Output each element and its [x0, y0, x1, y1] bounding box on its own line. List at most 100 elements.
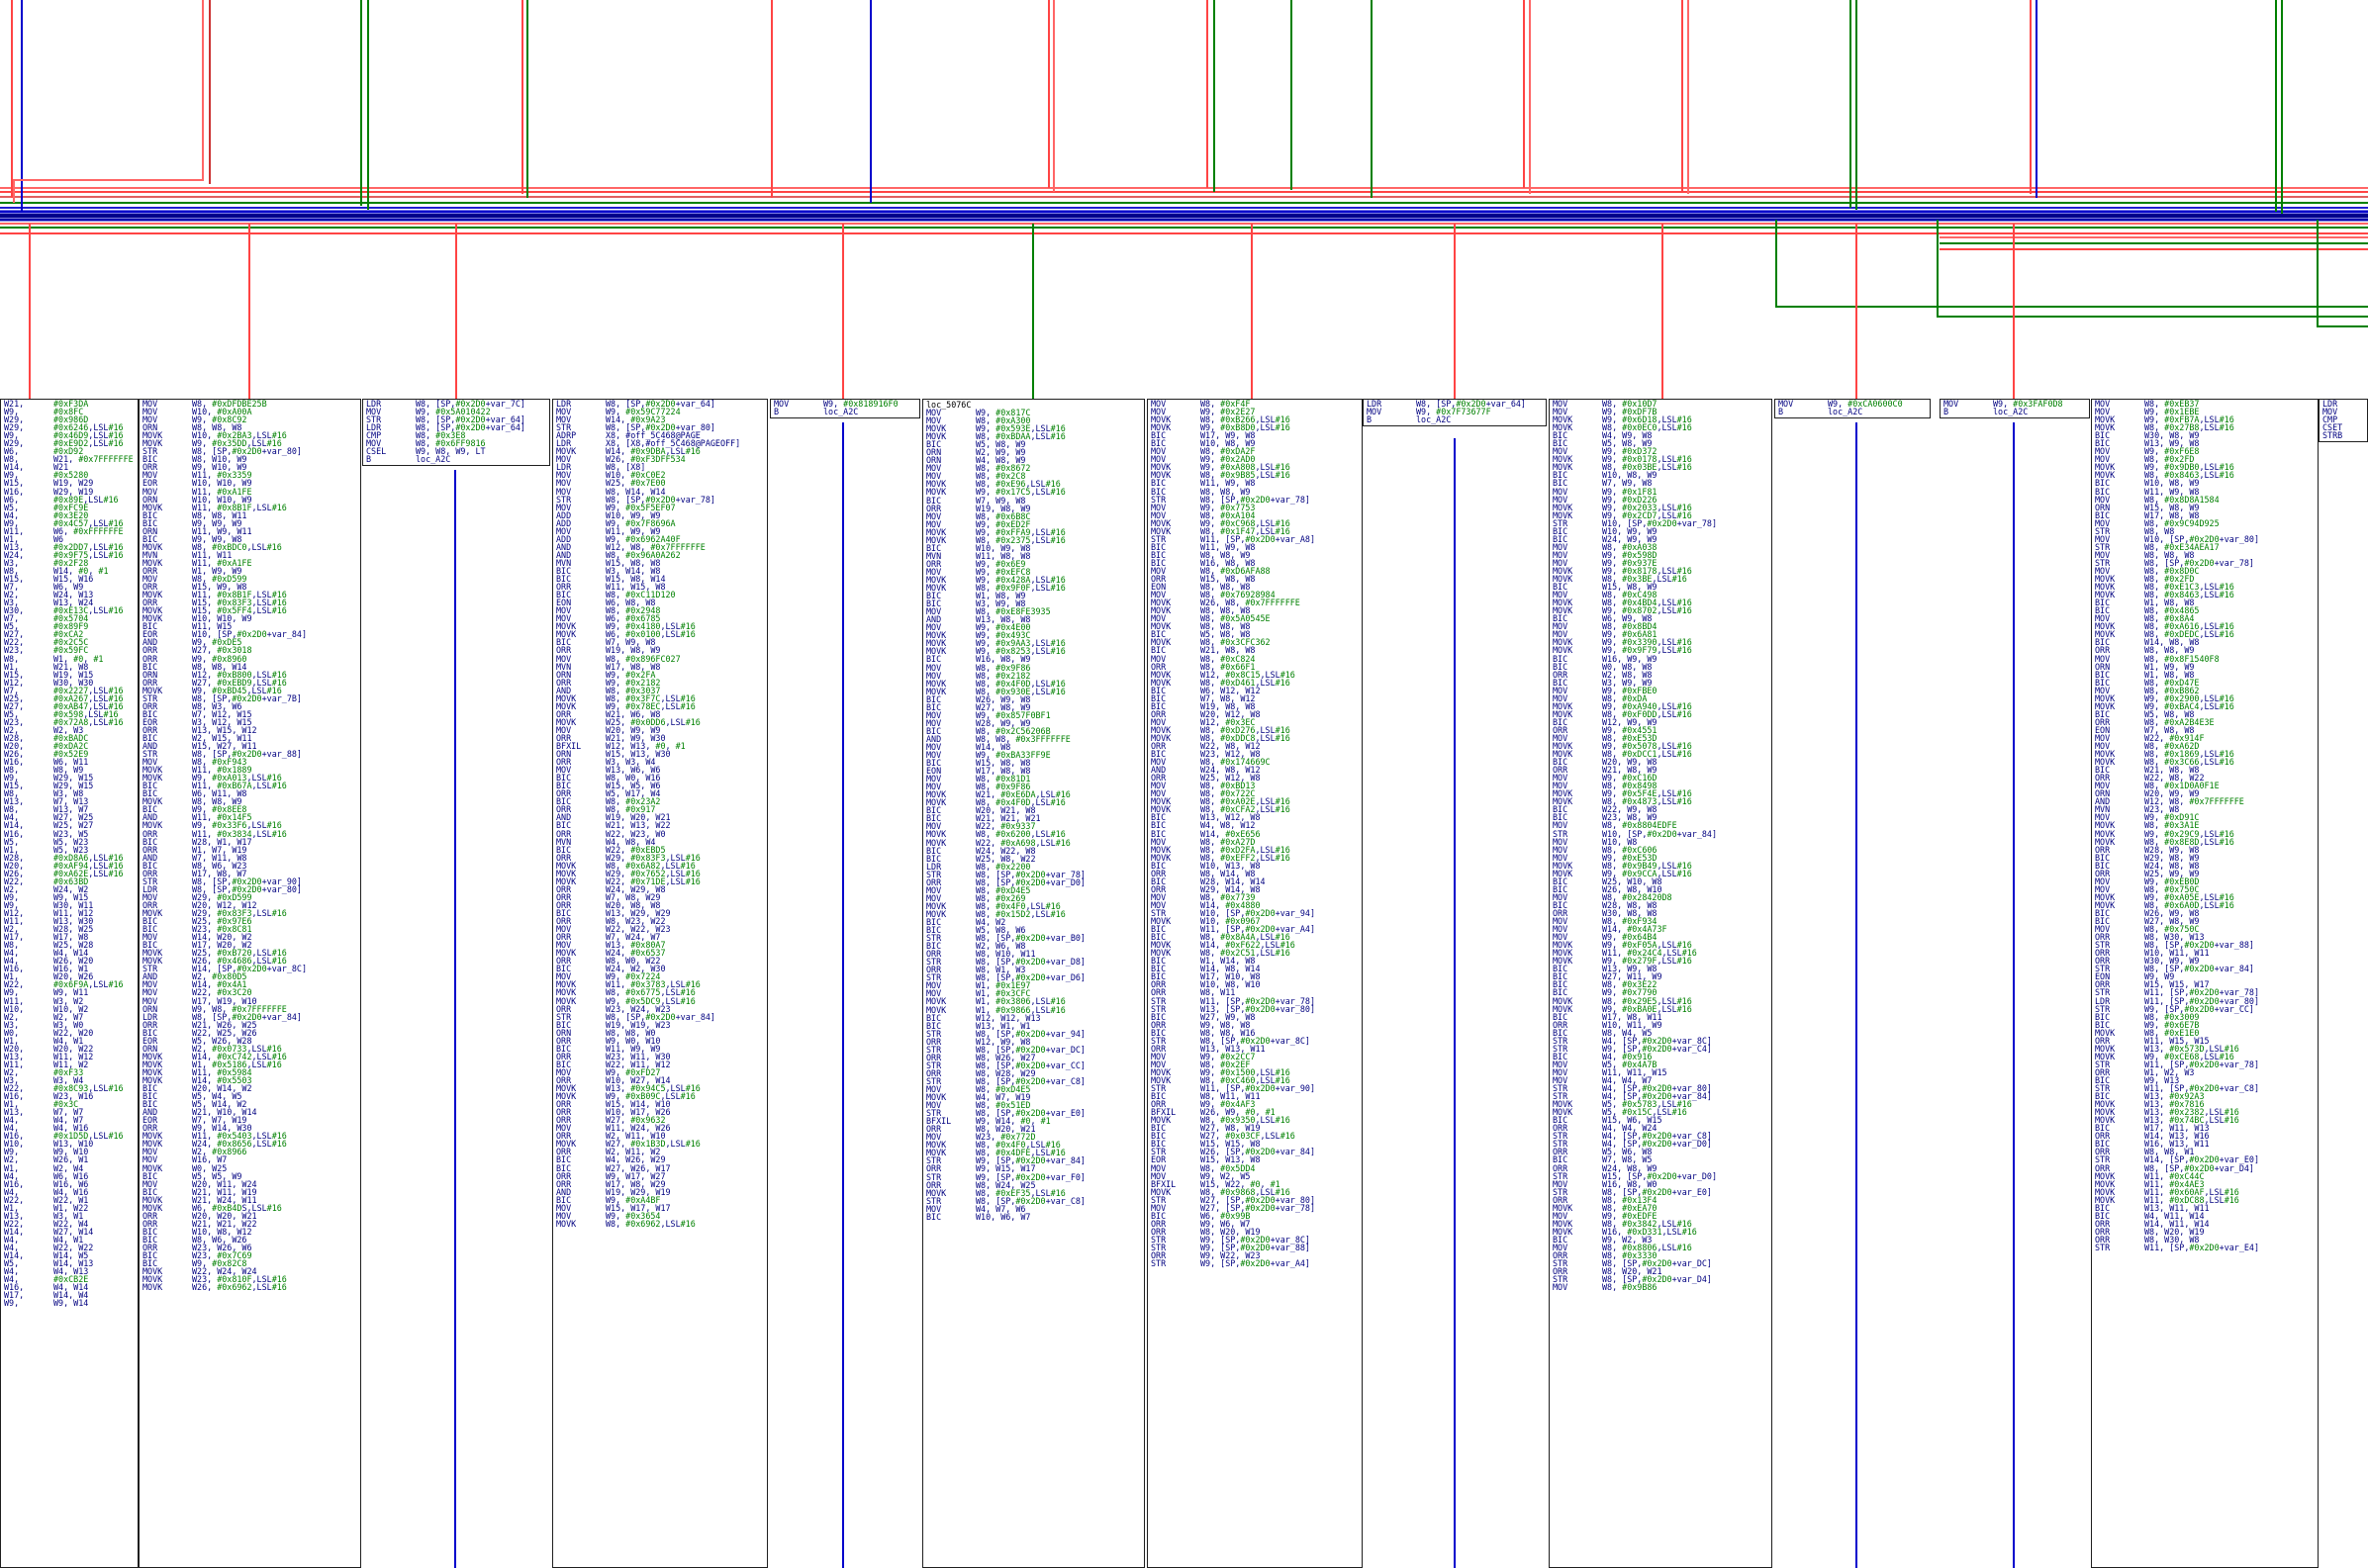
instruction-line[interactable]: ORR W8, [SP,#0x2D0+var_D0]: [923, 878, 1144, 886]
instruction-line[interactable]: MOVK W9, #0x17C5,LSL#16: [923, 488, 1144, 496]
mnemonic[interactable]: MOVK: [1151, 1074, 1172, 1085]
mnemonic[interactable]: W13,: [4, 1051, 25, 1061]
instruction-line[interactable]: ORR W21, W8, W9: [1550, 766, 1771, 774]
mnemonic[interactable]: MOVK: [1553, 995, 1573, 1006]
instruction-line[interactable]: MOVK W9, #0xB09C,LSL#16: [553, 1092, 767, 1100]
operands[interactable]: W9, #0xEFC8: [976, 566, 1031, 577]
mnemonic[interactable]: STR: [1151, 1035, 1167, 1046]
instruction-line[interactable]: MOV W8, #0x6B8C: [923, 511, 1144, 519]
operands[interactable]: W13, #0x573D,LSL#16: [2144, 1043, 2239, 1054]
operands[interactable]: #0x1D5D,LSL#16: [53, 1131, 124, 1142]
instruction-line[interactable]: W1, W21, W8: [1, 662, 138, 670]
operands[interactable]: W10, W11, W11: [2144, 948, 2210, 959]
operands[interactable]: W3, W1: [53, 1210, 84, 1221]
operands[interactable]: W8, #0x3009: [2144, 1011, 2200, 1022]
operands[interactable]: W30, W30: [53, 677, 94, 688]
mnemonic[interactable]: BIC: [556, 590, 572, 600]
instruction-line[interactable]: MOV W8, W8, W8: [2092, 551, 2318, 559]
instruction-line[interactable]: MOVK W8, #0xD2FA,LSL#16: [1148, 845, 1362, 853]
instruction-line[interactable]: MOVK W24, #0x8656,LSL#16: [140, 1140, 360, 1148]
operands[interactable]: #0x59FC: [53, 645, 89, 656]
mnemonic[interactable]: AND: [926, 614, 942, 625]
mnemonic[interactable]: BIC: [1151, 1027, 1167, 1038]
operands[interactable]: W25, #0xB720,LSL#16: [192, 948, 287, 959]
mnemonic[interactable]: W8,: [4, 765, 20, 776]
instruction-line[interactable]: MOVK W9, #0xBAC4,LSL#16: [2092, 702, 2318, 710]
operands[interactable]: W1, #0x9866,LSL#16: [976, 1004, 1066, 1015]
operands[interactable]: W8, #0x2FD: [2144, 574, 2195, 585]
mnemonic[interactable]: MOV: [2095, 446, 2111, 457]
instruction-line[interactable]: BIC W5, W8, W9: [923, 440, 1144, 448]
operands[interactable]: W14, W13: [53, 1258, 94, 1269]
instruction-line[interactable]: MOV W8, #0x8D8A1584: [2092, 495, 2318, 503]
mnemonic[interactable]: MOVK: [1553, 860, 1573, 871]
operands[interactable]: W8, #0xEF35,LSL#16: [976, 1187, 1066, 1198]
instruction-line[interactable]: BIC W5, W8, W8: [1148, 630, 1362, 638]
instruction-line[interactable]: W16, W29, W19: [1, 487, 138, 495]
operands[interactable]: W9, #0x1500,LSL#16: [1200, 1066, 1290, 1077]
instruction-line[interactable]: BIC W23, #0x8C81: [140, 925, 360, 933]
mnemonic[interactable]: BIC: [1553, 613, 1568, 624]
mnemonic[interactable]: BIC: [142, 454, 158, 465]
operands[interactable]: W17, W19, W10: [192, 995, 257, 1006]
instruction-line[interactable]: STR W8, [SP,#0x2D0+var_B0]: [923, 934, 1144, 942]
mnemonic[interactable]: BIC: [556, 964, 572, 974]
operands[interactable]: W10, W8, W9: [1200, 438, 1256, 449]
operands[interactable]: W11, W9, W8: [1200, 478, 1256, 489]
mnemonic[interactable]: BIC: [142, 1250, 158, 1261]
mnemonic[interactable]: W29,: [4, 422, 25, 433]
operands[interactable]: W8, W8, W8: [1200, 582, 1251, 593]
operands[interactable]: W15, W8, W8: [976, 758, 1031, 769]
instruction-line[interactable]: MOVK W9, #0xFB7A,LSL#16: [2092, 415, 2318, 423]
instruction-line[interactable]: W15, W19, W15: [1, 670, 138, 678]
operands[interactable]: W8, [SP,#0x2D0+var_E0]: [1602, 1186, 1712, 1197]
instruction-line[interactable]: MOV W8, #0xC606: [1550, 845, 1771, 853]
mnemonic[interactable]: W3,: [4, 557, 20, 568]
instruction-line[interactable]: ORR W14, W11, W14: [2092, 1220, 2318, 1228]
mnemonic[interactable]: BIC: [2095, 1074, 2111, 1085]
instruction-line[interactable]: W22, W22, W1: [1, 1195, 138, 1203]
operands[interactable]: W7, W7: [53, 1107, 84, 1118]
instruction-line[interactable]: BIC W30, W8, W9: [2092, 431, 2318, 439]
mnemonic[interactable]: BIC: [142, 1099, 158, 1110]
instruction-line[interactable]: ORR W15, W15, W17: [2092, 980, 2318, 988]
instruction-line[interactable]: W13, #0x2DD7,LSL#16: [1, 543, 138, 551]
instruction-line[interactable]: STR W11, [SP,#0x2D0+var_A8]: [1148, 535, 1362, 543]
mnemonic[interactable]: MOV: [1553, 820, 1568, 831]
mnemonic[interactable]: ORR: [556, 1099, 572, 1110]
instruction-line[interactable]: MOVK W9, #0xBD45,LSL#16: [140, 686, 360, 693]
mnemonic[interactable]: BIC: [142, 916, 158, 927]
instruction-line[interactable]: BIC W7, W9, W8: [553, 638, 767, 646]
instruction-line[interactable]: AND W19, W29, W19: [553, 1187, 767, 1195]
mnemonic[interactable]: MOVK: [1151, 796, 1172, 807]
operands[interactable]: W20, W14, W2: [192, 1083, 252, 1094]
instruction-line[interactable]: BIC W9, #0x82C8: [140, 1259, 360, 1267]
mnemonic[interactable]: BIC: [142, 924, 158, 935]
operands[interactable]: W16, W9, W9: [1602, 653, 1658, 664]
operands[interactable]: W8, #0x2EF: [1200, 1059, 1251, 1069]
operands[interactable]: W8, [SP,#0x2D0+var_84]: [606, 1011, 715, 1022]
mnemonic[interactable]: BIC: [926, 1211, 942, 1222]
mnemonic[interactable]: BIC: [142, 836, 158, 847]
operands[interactable]: W20, W20, W21: [192, 1210, 257, 1221]
instruction-line[interactable]: ORR W2, W8, W8: [1550, 670, 1771, 678]
operands[interactable]: W8, #0x3BE,LSL#16: [1602, 574, 1687, 585]
instruction-line[interactable]: MOVK W8, #0xBDAA,LSL#16: [923, 432, 1144, 440]
operands[interactable]: W9, #0x5DC9,LSL#16: [606, 995, 696, 1006]
mnemonic[interactable]: MOVK: [556, 948, 577, 959]
instruction-line[interactable]: BIC W3, W9, W9: [1550, 678, 1771, 686]
instruction-line[interactable]: MOVK W13, #0x7816: [2092, 1100, 2318, 1108]
instruction-line[interactable]: W5, W5, W23: [1, 837, 138, 845]
operands[interactable]: W8, #0xE53D: [1602, 732, 1658, 743]
instruction-line[interactable]: MOVK W8, #0x4BD4,LSL#16: [1550, 599, 1771, 606]
operands[interactable]: #0x46D9,LSL#16: [53, 430, 124, 441]
operands[interactable]: W8, [SP,#0x2D0+var_64]: [416, 422, 525, 433]
instruction-line[interactable]: ORR W15, W14, W10: [553, 1100, 767, 1108]
mnemonic[interactable]: W14,: [4, 820, 25, 831]
operands[interactable]: W9, #0x3390,LSL#16: [1602, 637, 1692, 648]
instruction-line[interactable]: W29, #0x986D: [1, 415, 138, 423]
operands[interactable]: W13, W30: [53, 916, 94, 927]
mnemonic[interactable]: MOVK: [1151, 724, 1172, 735]
operands[interactable]: W12, #0xB800,LSL#16: [192, 669, 287, 680]
operands[interactable]: #0x8FC: [53, 407, 84, 417]
